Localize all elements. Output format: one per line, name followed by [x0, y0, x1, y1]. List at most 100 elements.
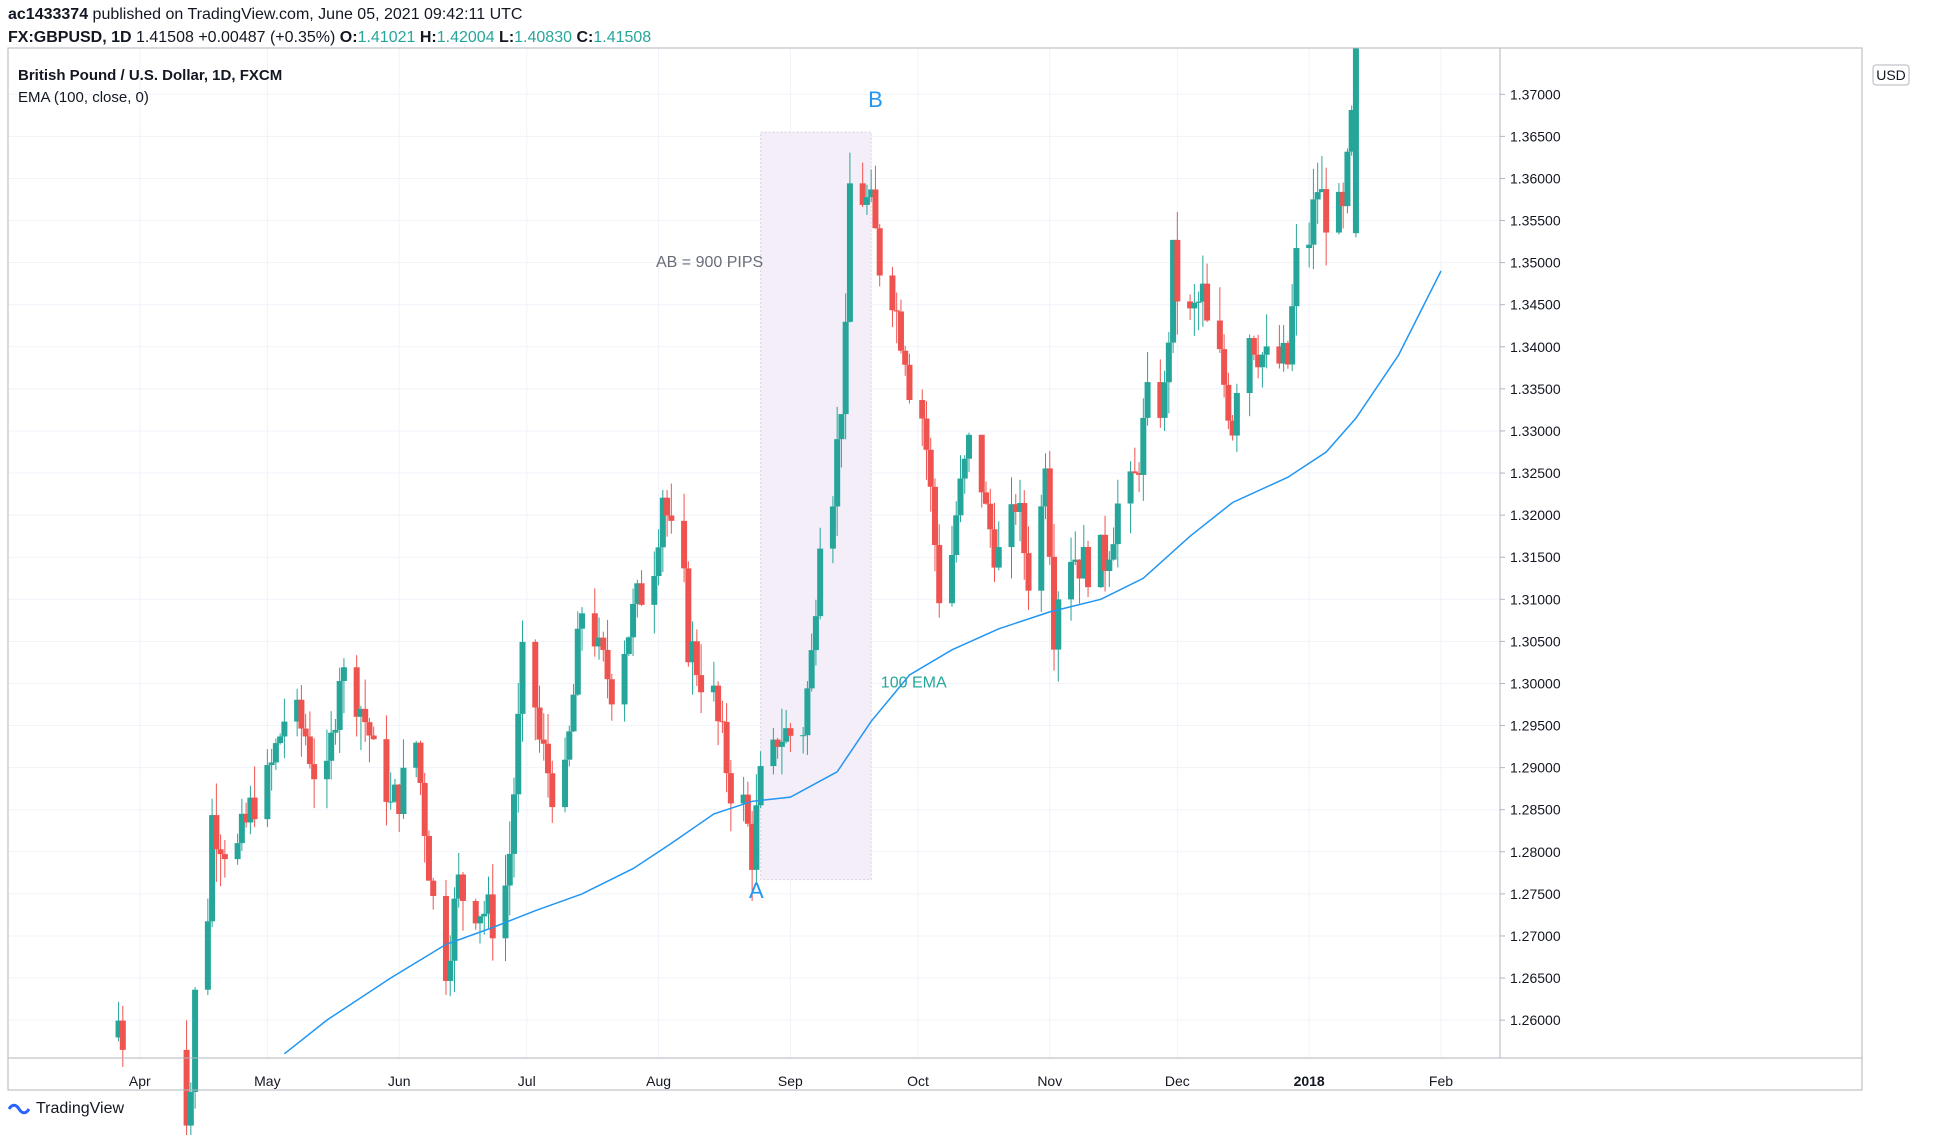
candle-up: [1055, 599, 1062, 650]
ema-line-layer: [283, 270, 1442, 1055]
y-tick-label: 1.37000: [1510, 86, 1561, 102]
candle-down: [221, 854, 228, 860]
candle-down: [430, 880, 437, 897]
candle-up: [1170, 239, 1177, 343]
x-tick-label: Feb: [1429, 1073, 1453, 1089]
candle-up: [115, 1020, 122, 1038]
candle-up: [192, 989, 199, 1092]
candle-up: [238, 813, 245, 844]
candle-up: [1017, 503, 1024, 512]
candle-up: [332, 729, 339, 733]
y-tick-label: 1.29000: [1510, 760, 1561, 776]
candle-down: [991, 529, 998, 568]
y-tick-label: 1.28500: [1510, 802, 1561, 818]
candle-up: [336, 681, 343, 730]
candle-up: [948, 554, 955, 604]
candle-down: [715, 685, 722, 722]
candle-up: [740, 794, 747, 804]
candle-down: [902, 350, 909, 365]
high-value: 1.42004: [436, 29, 495, 46]
candle-down: [1276, 346, 1283, 364]
candle-down: [876, 228, 883, 276]
pips-label: AB = 900 PIPS: [656, 254, 763, 271]
candle-down: [685, 568, 692, 663]
point-a-label: A: [749, 878, 764, 903]
candle-up: [451, 898, 458, 961]
candle-up: [400, 767, 407, 814]
symbol: FX:GBPUSD, 1D: [8, 29, 132, 46]
candle-down: [719, 721, 726, 723]
price-axis[interactable]: 1.26000 1.26500 1.27000 1.27500 1.28000 1.285…: [1499, 48, 1561, 1058]
y-tick-label: 1.32000: [1510, 507, 1561, 523]
footer-brand[interactable]: TradingView: [8, 1100, 124, 1118]
candle-up: [1314, 192, 1321, 200]
candle-up: [481, 913, 488, 917]
candle-up: [1259, 354, 1266, 368]
candle-up: [1161, 382, 1168, 418]
y-tick-label: 1.26000: [1510, 1012, 1561, 1028]
series-legend[interactable]: British Pound / U.S. Dollar, 1D, FXCM: [18, 67, 283, 84]
candle-down: [302, 728, 309, 737]
candle-down: [396, 784, 403, 814]
candle-up: [783, 728, 790, 742]
open-value: 1.41021: [357, 29, 416, 46]
candle-down: [459, 874, 466, 901]
y-tick-label: 1.35500: [1510, 213, 1561, 229]
candle-up: [1306, 244, 1313, 249]
y-tick-label: 1.28000: [1510, 844, 1561, 860]
candle-down: [489, 894, 496, 939]
candle-down: [774, 739, 781, 747]
candle-up: [1080, 547, 1087, 579]
candle-down: [1021, 503, 1028, 554]
currency-badge: USD: [1876, 67, 1906, 83]
candle-up: [234, 843, 241, 860]
candle-up: [264, 765, 271, 820]
candle-down: [1187, 301, 1194, 309]
candle-up: [1110, 544, 1117, 560]
candle-up: [1310, 199, 1317, 245]
candle-up: [961, 458, 968, 479]
y-tick-label: 1.26500: [1510, 970, 1561, 986]
y-tick-label: 1.29500: [1510, 718, 1561, 734]
candle-down: [1046, 468, 1053, 557]
candle-up: [515, 713, 522, 795]
publisher-name: ac1433374: [8, 6, 89, 23]
time-axis[interactable]: Apr May Jun Jul Aug Sep Oct Nov Dec 2018 Feb: [7, 47, 1863, 1091]
candle-up: [1199, 283, 1206, 302]
candle-down: [897, 311, 904, 351]
candle-up: [1140, 417, 1147, 475]
candle-down: [591, 613, 598, 647]
candle-down: [1085, 547, 1092, 588]
candle-down: [1221, 349, 1228, 385]
candle-down: [638, 583, 645, 605]
ema-100-line[interactable]: [283, 270, 1442, 1055]
candle-up: [800, 735, 807, 737]
candle-down: [1157, 382, 1164, 418]
candle-up: [209, 815, 216, 922]
candle-up: [323, 760, 330, 780]
candle-up: [1127, 471, 1134, 504]
candle-down: [681, 520, 688, 569]
candle-up: [247, 797, 254, 823]
candle-down: [600, 637, 607, 650]
candles-layer: [115, 48, 1359, 1135]
candle-up: [1191, 302, 1198, 309]
candle-down: [549, 773, 556, 808]
candle-down: [604, 649, 611, 680]
candle-down: [370, 735, 377, 740]
candle-down: [1340, 191, 1347, 207]
x-tick-label: Aug: [646, 1073, 671, 1089]
candle-down: [936, 544, 943, 604]
candle-up: [506, 853, 513, 886]
y-tick-label: 1.30000: [1510, 675, 1561, 691]
candle-up: [753, 805, 760, 870]
candle-down: [744, 794, 751, 824]
indicator-legend[interactable]: EMA (100, close, 0): [18, 89, 149, 106]
candle-up: [1008, 504, 1015, 548]
y-tick-label: 1.27000: [1510, 928, 1561, 944]
candle-down: [1012, 504, 1019, 512]
candle-down: [893, 310, 900, 312]
candle-up: [294, 699, 301, 722]
candle-up: [485, 894, 492, 914]
